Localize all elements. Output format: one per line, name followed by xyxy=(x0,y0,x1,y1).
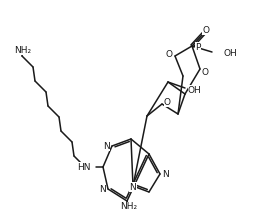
Text: O: O xyxy=(202,26,209,35)
Text: P: P xyxy=(195,43,200,52)
Text: N: N xyxy=(130,183,136,192)
Text: O: O xyxy=(202,67,209,77)
Text: N: N xyxy=(162,170,169,179)
Text: OH: OH xyxy=(224,49,238,58)
Text: O: O xyxy=(164,98,171,107)
Text: NH₂: NH₂ xyxy=(120,202,137,211)
Text: NH₂: NH₂ xyxy=(14,46,31,55)
Text: OH: OH xyxy=(188,86,202,95)
Text: N: N xyxy=(103,142,110,151)
Text: N: N xyxy=(99,185,106,194)
Text: HN: HN xyxy=(78,162,91,172)
Text: O: O xyxy=(165,50,172,58)
